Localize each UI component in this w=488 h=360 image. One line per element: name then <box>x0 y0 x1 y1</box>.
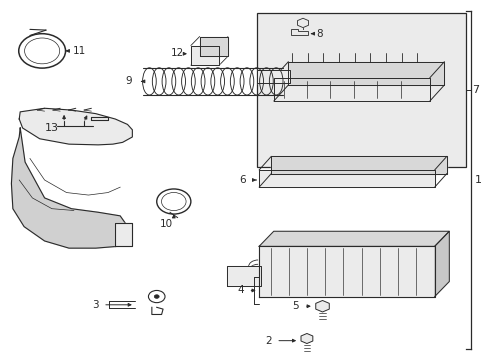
Text: 7: 7 <box>471 85 478 95</box>
Polygon shape <box>259 231 448 246</box>
Polygon shape <box>115 223 132 246</box>
Polygon shape <box>256 69 289 83</box>
Text: 1: 1 <box>474 175 481 185</box>
Text: 12: 12 <box>170 48 183 58</box>
Text: 13: 13 <box>44 123 59 133</box>
Polygon shape <box>288 62 444 85</box>
Text: 4: 4 <box>237 285 244 296</box>
Polygon shape <box>19 108 132 145</box>
Polygon shape <box>290 30 307 35</box>
Text: 5: 5 <box>292 301 298 311</box>
Text: 2: 2 <box>264 336 271 346</box>
Polygon shape <box>434 231 448 297</box>
Polygon shape <box>11 128 130 248</box>
Polygon shape <box>259 246 434 297</box>
Polygon shape <box>190 45 219 65</box>
Text: 3: 3 <box>92 300 99 310</box>
Polygon shape <box>273 78 429 101</box>
Circle shape <box>154 295 159 298</box>
Text: 6: 6 <box>239 175 246 185</box>
Text: 10: 10 <box>160 219 173 229</box>
Text: 8: 8 <box>316 29 323 39</box>
Polygon shape <box>199 37 227 56</box>
Polygon shape <box>259 170 434 187</box>
Text: 9: 9 <box>125 76 131 86</box>
Bar <box>256 13 466 167</box>
Polygon shape <box>271 156 446 174</box>
Polygon shape <box>227 266 260 286</box>
Text: 11: 11 <box>73 46 86 56</box>
